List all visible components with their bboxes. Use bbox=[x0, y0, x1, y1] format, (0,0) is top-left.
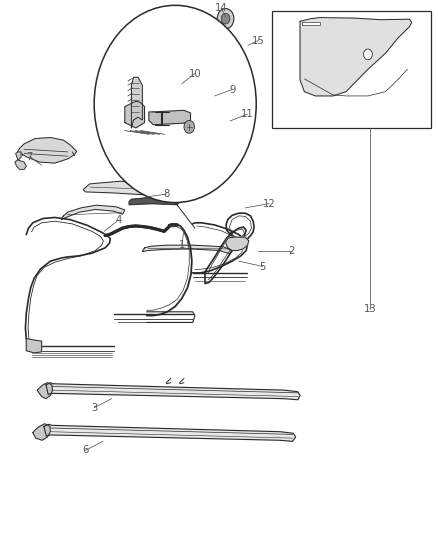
Polygon shape bbox=[226, 237, 249, 251]
Text: 7: 7 bbox=[27, 152, 33, 161]
Text: 3: 3 bbox=[91, 403, 97, 413]
Text: 2: 2 bbox=[288, 246, 294, 255]
Polygon shape bbox=[125, 101, 145, 128]
Circle shape bbox=[364, 49, 372, 60]
Polygon shape bbox=[129, 197, 180, 205]
Bar bbox=[272, 11, 431, 128]
Text: 5: 5 bbox=[260, 262, 266, 271]
Circle shape bbox=[221, 13, 230, 24]
Polygon shape bbox=[302, 22, 320, 25]
Circle shape bbox=[94, 5, 256, 203]
Polygon shape bbox=[149, 110, 191, 125]
Polygon shape bbox=[61, 205, 125, 220]
Polygon shape bbox=[142, 245, 232, 254]
Polygon shape bbox=[18, 138, 77, 163]
Polygon shape bbox=[26, 338, 42, 353]
Text: 6: 6 bbox=[82, 446, 88, 455]
Text: 15: 15 bbox=[252, 36, 265, 45]
Circle shape bbox=[184, 120, 194, 133]
Polygon shape bbox=[44, 424, 296, 441]
Polygon shape bbox=[37, 383, 53, 399]
Polygon shape bbox=[46, 383, 300, 400]
Text: 11: 11 bbox=[241, 109, 254, 119]
Text: 9: 9 bbox=[229, 85, 235, 94]
Polygon shape bbox=[16, 152, 21, 160]
Text: 1: 1 bbox=[179, 240, 185, 250]
Circle shape bbox=[217, 9, 234, 29]
Text: 14: 14 bbox=[215, 3, 227, 13]
Polygon shape bbox=[15, 160, 26, 169]
Text: 12: 12 bbox=[263, 199, 276, 208]
Polygon shape bbox=[33, 424, 50, 440]
Polygon shape bbox=[83, 181, 160, 195]
Text: 4: 4 bbox=[115, 215, 121, 225]
Polygon shape bbox=[131, 77, 142, 128]
Polygon shape bbox=[300, 18, 412, 96]
Text: 8: 8 bbox=[163, 189, 170, 199]
Text: 10: 10 bbox=[189, 69, 201, 78]
Text: 13: 13 bbox=[364, 304, 376, 314]
